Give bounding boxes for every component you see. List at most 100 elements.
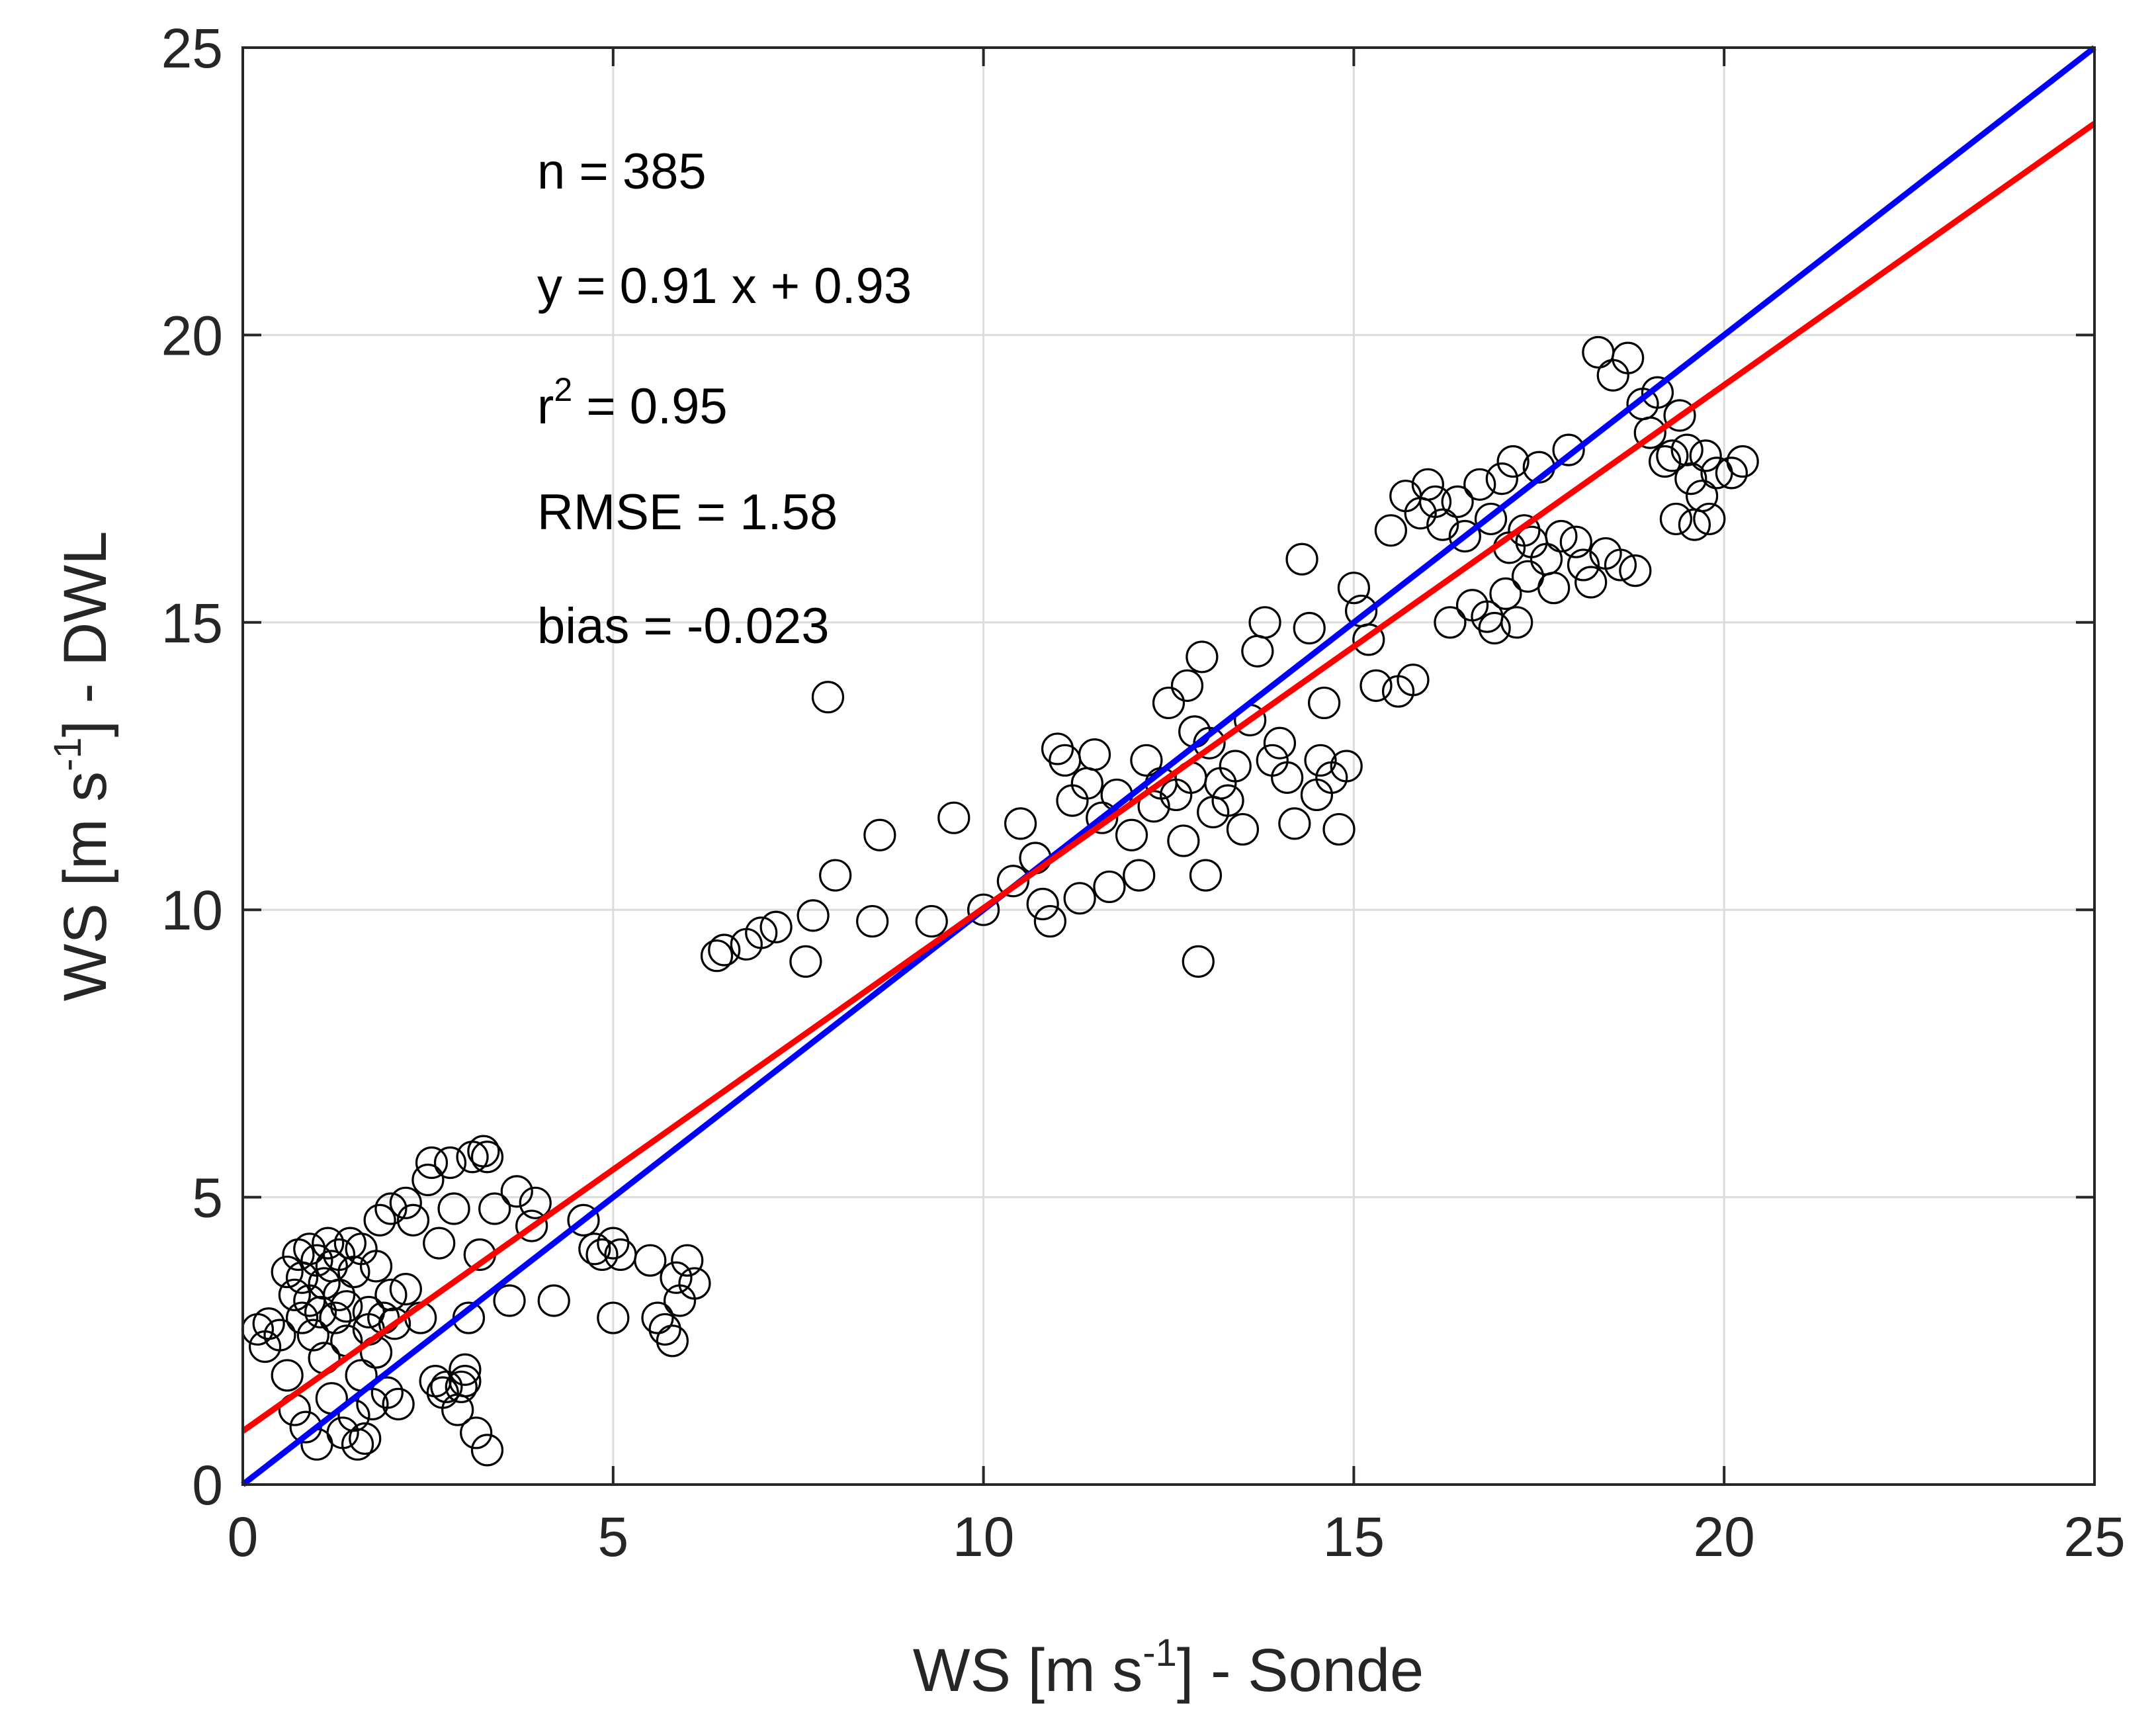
data-point-87	[660, 1261, 693, 1294]
data-point-113	[1063, 882, 1096, 915]
plot-frame	[241, 46, 2096, 1486]
data-point-144	[1271, 761, 1304, 794]
data-point-103	[937, 801, 970, 834]
data-point-187	[1559, 525, 1592, 558]
annotation-bias: bias = -0.023	[537, 598, 830, 654]
data-point-202	[1663, 399, 1696, 432]
data-point-39	[359, 1250, 393, 1283]
data-markers	[241, 335, 1759, 1467]
stats-annotation: n = 385 y = 0.91 x + 0.93 r2 = 0.95 RMSE…	[537, 144, 912, 654]
data-point-164	[1418, 485, 1452, 518]
data-point-31	[337, 1255, 370, 1289]
data-point-66	[460, 1416, 493, 1449]
y-tick-label-4: 20	[161, 304, 223, 367]
data-point-177	[1496, 445, 1530, 478]
data-point-50	[396, 1203, 430, 1236]
data-point-194	[1612, 341, 1645, 374]
data-point-96	[789, 945, 822, 978]
data-point-195	[1619, 554, 1652, 587]
data-point-186	[1552, 433, 1585, 466]
data-point-197	[1633, 416, 1666, 449]
data-point-25	[322, 1278, 356, 1311]
x-tick-label-4: 20	[1693, 1506, 1754, 1568]
data-point-81	[597, 1301, 630, 1334]
data-point-116	[1086, 801, 1119, 834]
data-point-211	[1726, 445, 1759, 478]
data-point-75	[519, 1186, 552, 1219]
data-point-46	[378, 1307, 411, 1340]
data-point-163	[1411, 468, 1444, 501]
data-point-109	[1033, 904, 1066, 938]
data-point-138	[1226, 812, 1260, 846]
data-point-74	[515, 1209, 548, 1242]
data-point-136	[1211, 784, 1244, 817]
data-point-175	[1489, 577, 1522, 610]
data-point-147	[1293, 611, 1326, 645]
data-point-58	[433, 1146, 467, 1180]
data-point-14	[296, 1319, 329, 1352]
data-point-41	[363, 1203, 396, 1236]
annotation-rmse: RMSE = 1.58	[537, 484, 838, 541]
data-point-53	[415, 1146, 449, 1180]
data-point-165	[1426, 508, 1459, 541]
data-point-166	[1434, 606, 1467, 639]
data-point-154	[1337, 572, 1371, 605]
data-point-188	[1567, 548, 1600, 582]
data-point-95	[759, 910, 793, 943]
data-point-170	[1463, 468, 1496, 501]
data-point-76	[537, 1284, 570, 1317]
grid-lines	[243, 48, 2094, 1485]
data-point-210	[1715, 456, 1748, 490]
data-point-99	[819, 859, 852, 892]
data-point-158	[1374, 514, 1407, 547]
data-point-9	[285, 1301, 319, 1334]
data-point-32	[341, 1428, 374, 1461]
data-point-49	[389, 1186, 422, 1219]
x-tick-label-5: 25	[2063, 1506, 2125, 1568]
annotation-r2: r2 = 0.95	[537, 371, 728, 435]
data-point-48	[389, 1273, 422, 1306]
x-tick-label-0: 0	[228, 1506, 259, 1568]
data-point-4	[271, 1359, 304, 1392]
data-point-203	[1670, 433, 1703, 466]
data-point-61	[445, 1370, 478, 1403]
data-point-97	[797, 899, 830, 932]
data-point-17	[304, 1295, 337, 1328]
x-tick-label-2: 10	[953, 1506, 1014, 1568]
data-point-173	[1478, 611, 1511, 645]
data-point-201	[1659, 502, 1693, 536]
data-point-44	[374, 1192, 408, 1225]
y-tick-label-2: 10	[161, 879, 223, 941]
data-point-43	[370, 1376, 404, 1409]
data-point-157	[1359, 669, 1393, 702]
data-point-150	[1308, 686, 1341, 720]
data-point-68	[467, 1135, 500, 1168]
data-point-119	[1115, 818, 1148, 851]
data-point-141	[1248, 606, 1281, 639]
data-point-5	[271, 1255, 304, 1289]
data-point-98	[811, 681, 845, 714]
data-point-80	[597, 1227, 630, 1260]
data-point-102	[915, 904, 948, 938]
data-point-16	[300, 1244, 333, 1277]
data-point-174	[1485, 462, 1518, 496]
data-point-145	[1278, 807, 1311, 840]
data-point-131	[1186, 640, 1219, 673]
data-point-52	[411, 1163, 445, 1197]
data-point-199	[1649, 445, 1682, 478]
data-point-208	[1693, 502, 1726, 536]
data-point-3	[263, 1319, 296, 1352]
x-tick-labels: 0 5 10 15 20 25	[228, 1506, 2126, 1568]
data-point-69	[470, 1141, 504, 1174]
data-point-143	[1263, 726, 1297, 759]
data-point-45	[374, 1278, 408, 1311]
data-point-149	[1304, 744, 1337, 777]
data-point-126	[1167, 824, 1200, 857]
data-point-85	[648, 1313, 681, 1346]
data-point-104	[967, 893, 1000, 926]
data-point-156	[1352, 623, 1385, 656]
data-point-127	[1170, 669, 1204, 702]
data-point-73	[500, 1175, 533, 1208]
data-point-100	[856, 904, 889, 938]
